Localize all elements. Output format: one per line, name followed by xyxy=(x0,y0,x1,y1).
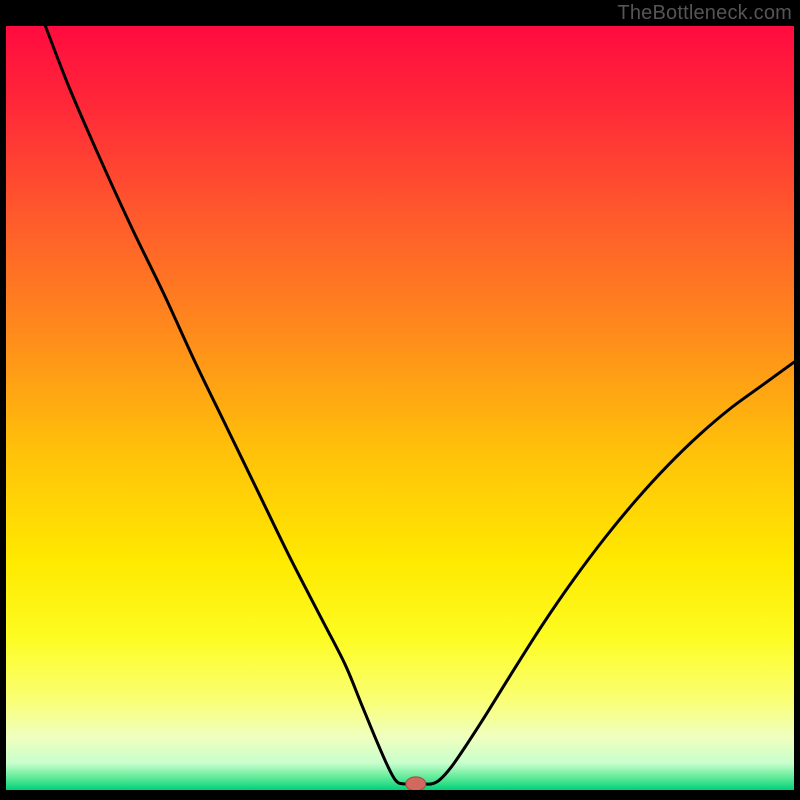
source-watermark: TheBottleneck.com xyxy=(617,2,792,25)
plot-area xyxy=(6,26,794,790)
gradient-background xyxy=(6,26,794,790)
bottleneck-curve-chart xyxy=(6,26,794,790)
optimum-marker xyxy=(406,777,426,790)
